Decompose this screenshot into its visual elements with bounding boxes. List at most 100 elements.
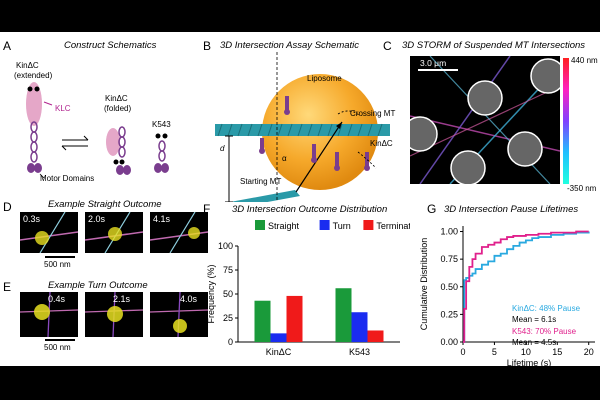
legend-label: Turn [333, 221, 351, 231]
klc-shape [26, 82, 42, 126]
kin-extended-label-1: KinΔC [16, 61, 39, 70]
tail-dot [27, 86, 33, 92]
tail-dot [34, 86, 40, 92]
motor-domains-label: Motor Domains [40, 174, 95, 183]
depth-colorbar [563, 58, 569, 184]
stalk-coil [118, 126, 126, 158]
storm-scale-label: 3.0 μm [420, 58, 447, 68]
k543-stat-line2: Mean = 4.5s [512, 338, 557, 347]
y-tick-label: 0.50 [440, 282, 458, 292]
legend-label: Straight [268, 221, 300, 231]
panel-g-title: 3D Intersection Pause Lifetimes [444, 204, 579, 215]
x-tick-label: 10 [521, 347, 531, 357]
klc-label: KLC [55, 104, 71, 113]
starting-mt [230, 190, 300, 202]
panel-a-letter: A [3, 39, 12, 53]
category-label: KinΔC [266, 347, 292, 357]
y-tick-label: 1.00 [440, 227, 458, 237]
y-tick-label: 0.25 [440, 309, 458, 319]
x-axis-label: Lifetime (s) [507, 358, 552, 366]
panel-g-letter: G [427, 202, 437, 216]
pillar [450, 150, 486, 184]
kin-stat-line1: KinΔC: 48% Pause [512, 304, 581, 313]
motor-head [34, 163, 42, 173]
panel-f-title: 3D Intersection Outcome Distribution [232, 204, 388, 215]
kin-stat-line2: Mean = 6.1s [512, 315, 557, 324]
panel-e-title: Example Turn Outcome [48, 280, 148, 291]
pause-lifetime-chart: 0.00 0.25 0.50 0.75 1.00 0 5 10 15 20 Lifetime (s)… [419, 226, 595, 366]
pillar [507, 131, 543, 167]
kinesin-glyph [259, 96, 370, 171]
legend-swatch [363, 220, 374, 230]
legend-swatch [255, 220, 265, 230]
pillar [530, 58, 560, 94]
bar [254, 300, 271, 342]
bar [335, 288, 352, 342]
pillar [410, 116, 438, 152]
legend-swatch [319, 220, 330, 230]
klc-shape [106, 128, 120, 156]
colorbar-max: 440 nm [571, 56, 598, 65]
panel-f-letter: F [203, 202, 211, 216]
y-tick-label: 0 [228, 337, 233, 347]
storm-image: 3.0 μm [410, 56, 560, 184]
motor-head [154, 163, 162, 173]
motor-head [27, 163, 35, 173]
kin-extended-label-2: (extended) [14, 71, 53, 80]
liposome-spot [108, 227, 122, 241]
panel-d-title: Example Straight Outcome [48, 199, 162, 210]
straight-frame: 4.1s [150, 212, 208, 253]
frame-time: 2.0s [88, 214, 106, 224]
panel-e-scale: 500 nm [44, 343, 71, 352]
motor-pointer [39, 173, 45, 179]
cdf-line [463, 230, 589, 343]
liposome-label: Liposome [307, 74, 342, 83]
construct-schematic [26, 82, 169, 179]
kin-b-label: KinΔC [370, 139, 393, 148]
klc-pointer [43, 101, 53, 106]
y-tick-label: 100 [218, 241, 233, 251]
frame-time: 0.4s [48, 294, 66, 304]
straight-frame: 2.0s [85, 212, 143, 253]
stalk-coil [30, 121, 38, 163]
frame-time: 2.1s [113, 294, 131, 304]
y-tick-label: 50 [223, 289, 233, 299]
frame-time: 4.1s [153, 214, 171, 224]
bar [270, 333, 287, 342]
panel-b-title: 3D Intersection Assay Schematic [220, 40, 360, 51]
frame-time: 4.0s [180, 294, 198, 304]
y-tick-label: 75 [223, 265, 233, 275]
panel-a-title: Construct Schematics [64, 40, 157, 51]
liposome-spot [107, 306, 123, 322]
panel-d-scale: 500 nm [44, 260, 71, 269]
straight-frame: 0.3s [20, 212, 78, 253]
assay-schematic [215, 52, 390, 202]
legend-label: Terminate [376, 221, 410, 231]
x-tick-label: 20 [584, 347, 594, 357]
liposome-spot [173, 319, 187, 333]
starting-mt-label: Starting MT [240, 177, 282, 186]
turn-frame: 0.4s [20, 292, 78, 337]
x-tick-label: 0 [460, 347, 465, 357]
alpha-label: α [282, 154, 287, 163]
bar [286, 295, 303, 342]
panel-c-title: 3D STORM of Suspended MT Intersections [402, 40, 586, 51]
stalk-coil [158, 140, 166, 162]
kin-folded-label-2: (folded) [104, 104, 132, 113]
k543-stat-line1: K543: 70% Pause [512, 327, 577, 336]
outcome-bar-chart: 0 25 50 75 100 Frequency (%) Straight Turn Termi… [206, 220, 410, 357]
motor-head [116, 165, 124, 175]
liposome-spot [188, 227, 200, 239]
y-axis-label: Frequency (%) [206, 264, 216, 323]
motor-head [123, 165, 131, 175]
x-tick-label: 5 [492, 347, 497, 357]
scale-bar [45, 256, 75, 258]
panel-e-letter: E [3, 280, 12, 294]
frame-time: 0.3s [23, 214, 41, 224]
colorbar-min: -350 nm [567, 184, 597, 193]
bar [367, 330, 384, 342]
category-label: K543 [349, 347, 370, 357]
y-tick-label: 0.75 [440, 254, 458, 264]
y-tick-label: 0.00 [440, 337, 458, 347]
liposome-spot [35, 231, 49, 245]
